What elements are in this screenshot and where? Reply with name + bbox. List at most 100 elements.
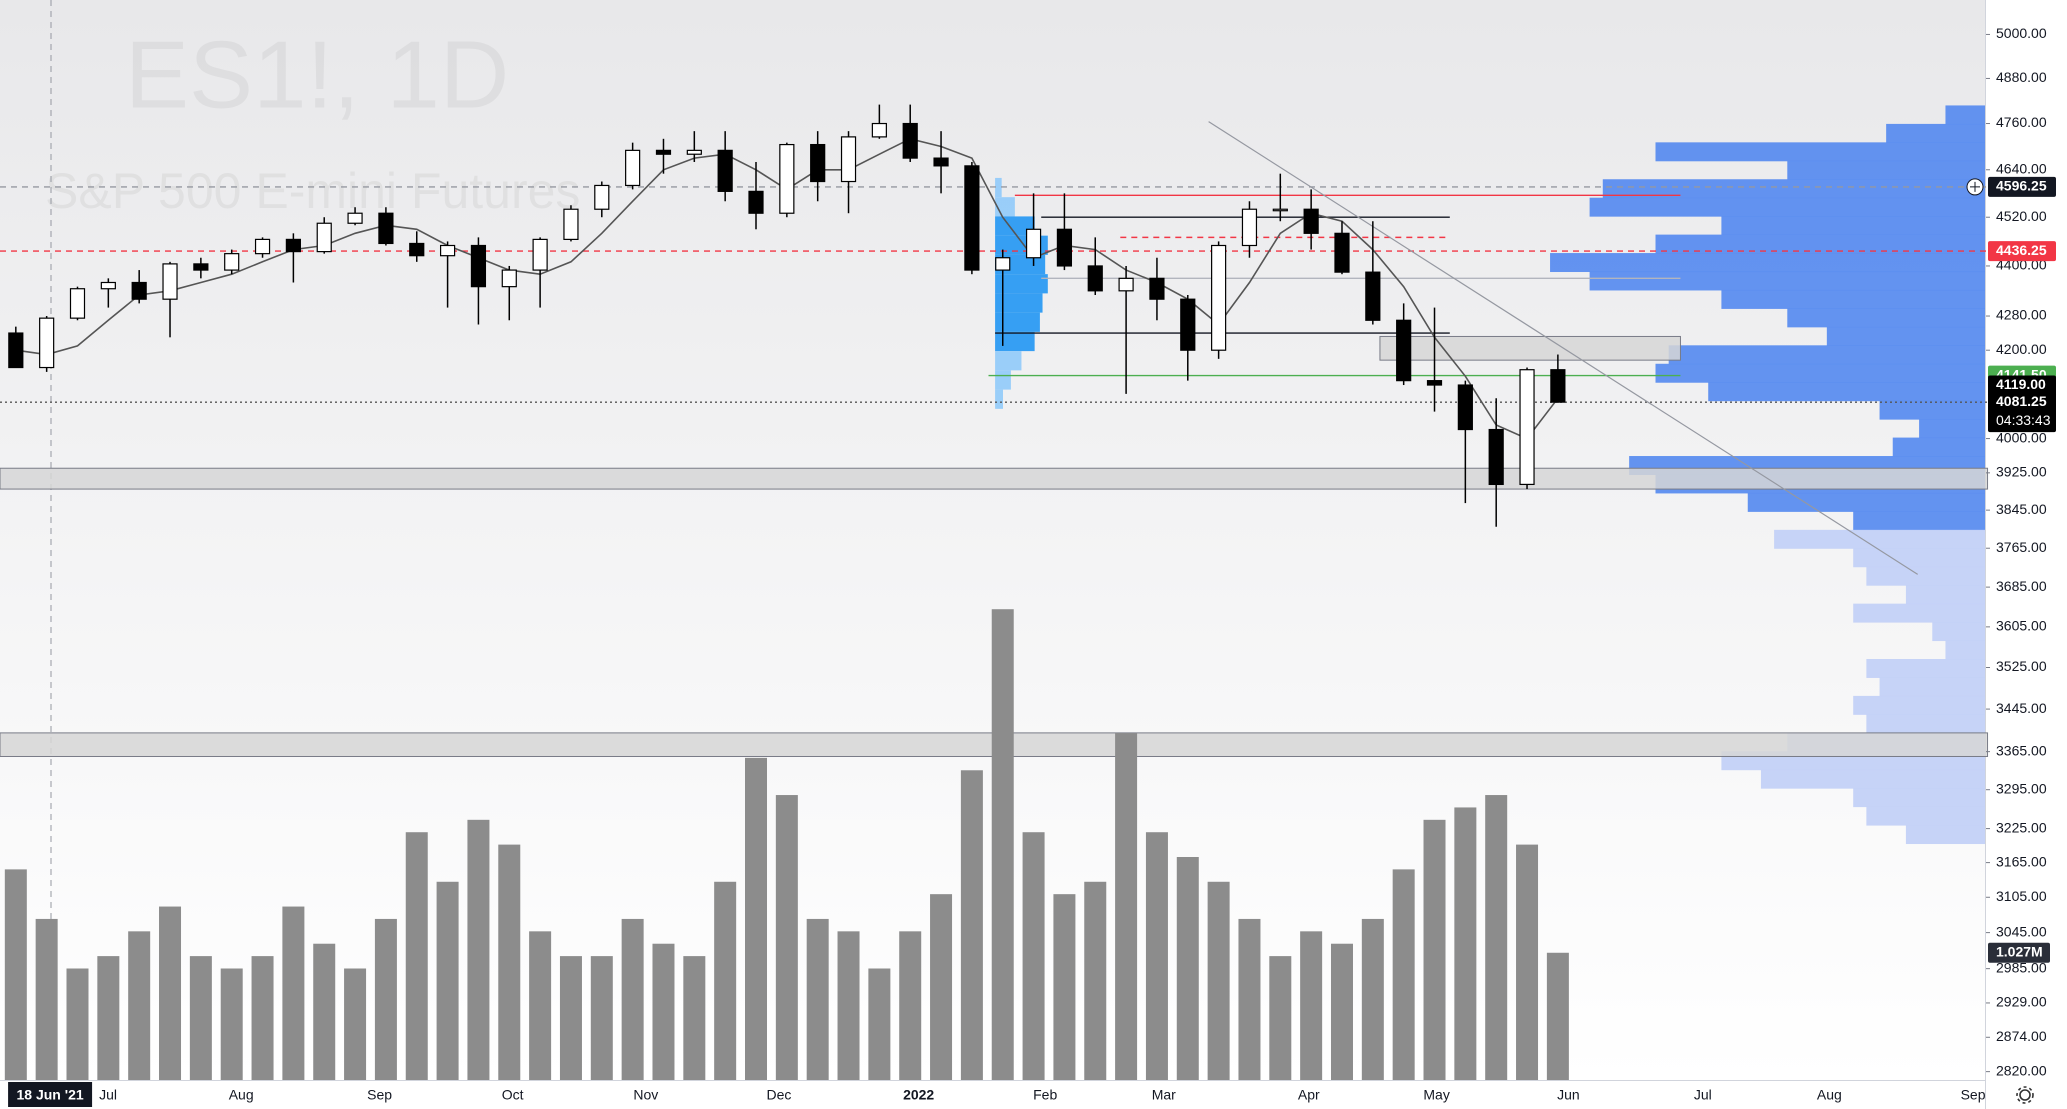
y-tick-label: 4280.00: [1996, 307, 2047, 323]
session-profile-bar: [995, 293, 1043, 313]
y-tick-label: 5000.00: [1996, 25, 2047, 41]
volume-profile-bar: [1879, 677, 1985, 697]
y-tick-label: 2820.00: [1996, 1062, 2047, 1078]
y-tick-label: 2929.00: [1996, 994, 2047, 1010]
volume-bar: [930, 894, 953, 1080]
y-tick-label: 4640.00: [1996, 160, 2047, 176]
volume-bar: [899, 931, 922, 1080]
candle-body: [1087, 265, 1103, 292]
price-label-box: [1988, 176, 2056, 197]
volume-bar: [251, 956, 274, 1080]
candle-body: [1149, 277, 1165, 300]
candle-body: [686, 149, 702, 155]
candle-body: [1334, 232, 1350, 273]
volume-profile-bar: [1655, 363, 1985, 383]
candle-body: [810, 143, 826, 183]
candle-body: [1272, 208, 1288, 212]
volume-profile-bar: [1932, 622, 1985, 642]
price-label: 4436.25: [1996, 242, 2047, 258]
candle-body: [347, 212, 363, 224]
volume-bar: [498, 844, 521, 1080]
volume-bar: [1053, 894, 1076, 1080]
volume-bar: [1115, 733, 1138, 1080]
time-label: Jul: [99, 1087, 117, 1103]
candle-body: [995, 257, 1011, 271]
volume-bar: [405, 832, 428, 1080]
time-label: Aug: [229, 1087, 254, 1103]
volume-bar: [1269, 956, 1292, 1080]
y-tick-label: 3605.00: [1996, 618, 2047, 634]
volume-profile-bar: [1721, 216, 1985, 236]
volume-bar: [1022, 832, 1045, 1080]
candle-body: [1025, 228, 1042, 259]
candle-body: [1211, 244, 1227, 351]
time-axis: [0, 1080, 1985, 1109]
candle-body: [69, 288, 86, 319]
volume-profile-bar: [1853, 511, 1985, 531]
y-tick-label: 3365.00: [1996, 742, 2047, 758]
candle-body: [470, 244, 487, 288]
volume-profile-bar: [1826, 326, 1985, 346]
candle-body: [717, 149, 733, 192]
candle-body: [501, 269, 517, 288]
candle-body: [1241, 208, 1258, 247]
y-tick-label: 3295.00: [1996, 780, 2047, 796]
volume-profile-bar: [1655, 234, 1985, 254]
y-tick-label: 4520.00: [1996, 208, 2047, 224]
time-label: Aug: [1817, 1087, 1842, 1103]
settings-icon[interactable]: [2016, 1086, 2034, 1104]
candle-body: [39, 317, 55, 369]
time-label: May: [1423, 1087, 1449, 1103]
price-label-box: [1988, 241, 2056, 262]
session-profile-bar: [995, 389, 1003, 409]
time-label: Feb: [1033, 1087, 1057, 1103]
y-tick-label: 2874.00: [1996, 1028, 2047, 1044]
volume-profile-bar: [1905, 825, 1985, 845]
time-label: Sep: [1961, 1087, 1986, 1103]
volume-label-box: [1988, 942, 2050, 963]
candle-body: [1519, 369, 1535, 486]
candle-body: [409, 242, 425, 257]
volume-bar: [714, 881, 737, 1080]
volume-profile-bar: [1774, 529, 1985, 549]
price-label: 4119.00: [1996, 376, 2046, 392]
zone-box: [1379, 335, 1681, 361]
volume-bar: [66, 968, 89, 1080]
y-tick-label: 4000.00: [1996, 429, 2047, 445]
volume-bar: [1485, 795, 1508, 1080]
y-tick-label: 3525.00: [1996, 658, 2047, 674]
volume-bar: [806, 918, 829, 1080]
volume-bar: [35, 918, 58, 1080]
y-tick-label: 3445.00: [1996, 700, 2047, 716]
volume-label: 1.027M: [1996, 943, 2043, 959]
candle-body: [254, 238, 271, 255]
volume-profile-bar: [1866, 566, 1985, 586]
crosshair-plus: [1970, 181, 1980, 192]
volume-profile-bar: [1945, 105, 1985, 125]
volume-bar: [1207, 881, 1230, 1080]
volume-profile-bar: [1853, 603, 1985, 623]
time-label: Jun: [1557, 1087, 1580, 1103]
candle-body: [1488, 428, 1504, 486]
y-tick-label: 4200.00: [1996, 341, 2047, 357]
candle-body: [594, 184, 610, 210]
volume-profile-bar: [1589, 271, 1985, 291]
volume-profile-bar: [1866, 714, 1985, 734]
volume-bar: [1238, 918, 1261, 1080]
volume-bar: [1454, 807, 1477, 1080]
candle-body: [100, 281, 116, 290]
candle-body: [1365, 271, 1381, 321]
volume-bar: [960, 770, 983, 1080]
time-label: Jul: [1694, 1087, 1712, 1103]
volume-profile-bar: [1550, 253, 1985, 273]
price-label-box: [1988, 392, 2056, 433]
volume-profile-bar: [1866, 659, 1985, 678]
volume-profile-bar: [1721, 289, 1985, 309]
volume-profile-bar: [1589, 197, 1985, 217]
volume-bar: [1392, 869, 1415, 1080]
volume-bar: [621, 918, 644, 1080]
volume-bar: [128, 931, 151, 1080]
volume-bar: [1300, 931, 1323, 1080]
candle-body: [1056, 228, 1073, 267]
volume-bar: [374, 918, 397, 1080]
